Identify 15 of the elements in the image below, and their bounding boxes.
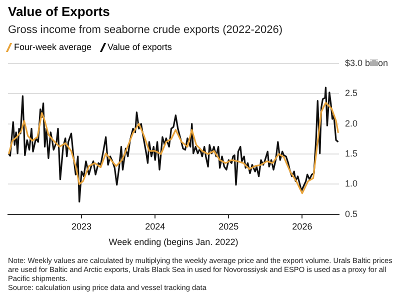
y-tick-label: 1.5 — [344, 148, 358, 158]
legend-label: Value of exports — [108, 42, 172, 52]
x-tick-label: 2026 — [292, 221, 312, 232]
y-tick-label: $3.0 billion — [344, 58, 388, 68]
x-tick-label: 2025 — [218, 221, 239, 232]
y-tick-label: 0.5 — [344, 208, 358, 219]
chart-subtitle: Gross income from seaborne crude exports (2022-2026) — [8, 24, 283, 36]
chart-title: Value of Exports — [8, 4, 110, 19]
x-tick-label: 2024 — [145, 221, 166, 232]
x-tick-label: 2023 — [72, 221, 92, 232]
y-tick-label: 1.0 — [344, 178, 358, 189]
legend-label: Four-week average — [14, 42, 92, 52]
y-tick-label: 2.5 — [344, 88, 358, 98]
x-axis-title: Week ending (begins Jan. 2022) — [108, 237, 238, 248]
y-tick-label: 2.0 — [344, 118, 358, 128]
